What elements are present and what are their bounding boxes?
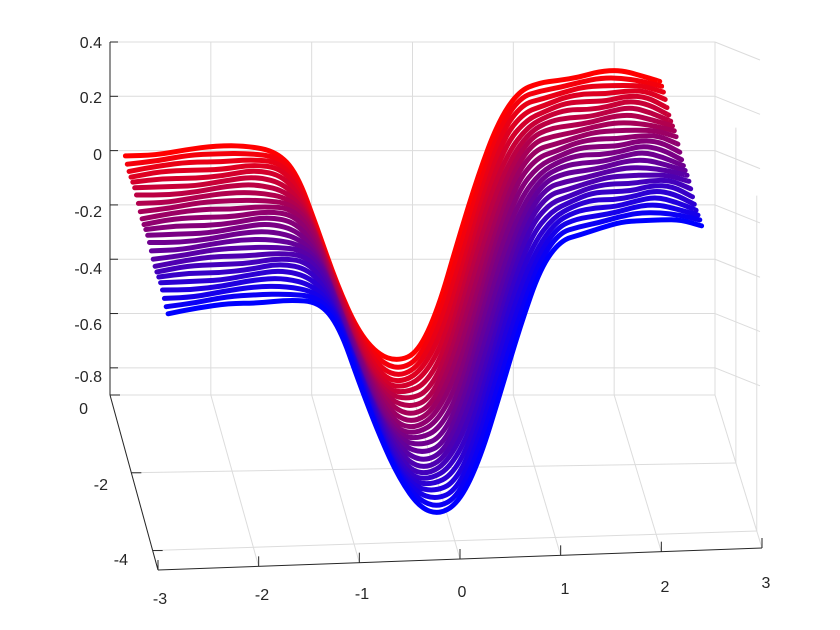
trace-20 bbox=[160, 195, 699, 493]
y-tick-label-0: 0 bbox=[79, 401, 88, 418]
grid-side-z-5 bbox=[714, 313, 761, 333]
trace-5 bbox=[132, 99, 672, 395]
grid-side-z-0 bbox=[714, 41, 761, 61]
z-axis-ticks: 0.4 0.2 0 -0.2 -0.4 -0.6 -0.8 bbox=[74, 35, 102, 386]
trace-22 bbox=[163, 210, 703, 508]
trace-16 bbox=[152, 172, 692, 469]
trace-11 bbox=[143, 138, 683, 435]
trace-1 bbox=[124, 75, 665, 370]
x-tick-label-6: 3 bbox=[762, 575, 771, 592]
axes-box bbox=[109, 41, 763, 571]
trace-12 bbox=[145, 144, 685, 441]
trace-23 bbox=[165, 217, 705, 515]
trace-6 bbox=[134, 105, 674, 401]
x-tick-label-0: -3 bbox=[153, 591, 167, 608]
grid-side-z-2 bbox=[714, 150, 761, 170]
x-tick-label-1: -2 bbox=[255, 587, 269, 604]
z-tick-label-1: 0.2 bbox=[80, 90, 102, 107]
x-axis-ticks: -3 -2 -1 0 1 2 3 bbox=[153, 575, 771, 608]
x-tick-label-3: 0 bbox=[458, 584, 467, 601]
grid-side-z-4 bbox=[714, 258, 761, 278]
z-tick-label-3: -0.2 bbox=[74, 204, 102, 221]
data-traces bbox=[122, 68, 705, 515]
grid-lines bbox=[109, 41, 763, 571]
z-tick-label-4: -0.4 bbox=[74, 261, 102, 278]
x-tick-label-2: -1 bbox=[355, 586, 369, 603]
trace-15 bbox=[150, 165, 690, 462]
trace-4 bbox=[130, 93, 670, 389]
grid-side-z-6 bbox=[714, 367, 761, 387]
trace-21 bbox=[161, 202, 701, 500]
trace-13 bbox=[147, 150, 686, 447]
z-tick-label-2: 0 bbox=[93, 147, 102, 164]
grid-floor-x-5 bbox=[613, 394, 662, 552]
x-tick-label-5: 2 bbox=[661, 579, 670, 596]
y-tick-label-2: -4 bbox=[114, 552, 128, 569]
trace-9 bbox=[139, 127, 679, 423]
trace-10 bbox=[141, 133, 681, 430]
grid-side-z-1 bbox=[714, 95, 761, 115]
trace-19 bbox=[158, 188, 697, 487]
trace-8 bbox=[137, 120, 677, 416]
grid-side-z-3 bbox=[714, 204, 761, 224]
trace-3 bbox=[128, 88, 668, 384]
trace-2 bbox=[126, 83, 666, 377]
grid-floor-x-1 bbox=[210, 394, 260, 567]
grid-floor-x-4 bbox=[512, 394, 562, 556]
z-tick-label-6: -0.8 bbox=[74, 369, 102, 386]
grid-floor-y-2 bbox=[152, 530, 757, 552]
y-tick-label-1: -2 bbox=[94, 477, 108, 494]
grid-floor-x-2 bbox=[311, 394, 360, 563]
y-axis-line bbox=[109, 394, 159, 571]
x-tick-label-4: 1 bbox=[561, 581, 570, 598]
grid-floor-x-6 bbox=[714, 394, 763, 549]
trace-17 bbox=[154, 177, 694, 476]
trace-7 bbox=[135, 112, 675, 408]
z-tick-label-0: 0.4 bbox=[80, 35, 102, 52]
y-axis-ticks: 0 -2 -4 bbox=[79, 401, 128, 569]
trace-14 bbox=[148, 157, 688, 454]
trace-0 bbox=[122, 68, 663, 362]
z-tick-label-5: -0.6 bbox=[74, 317, 102, 334]
trace-18 bbox=[156, 183, 695, 481]
